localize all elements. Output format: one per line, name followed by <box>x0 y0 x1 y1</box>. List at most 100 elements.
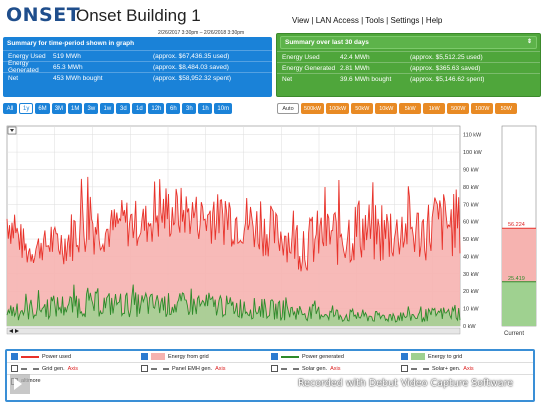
scale-50kw-button[interactable]: 50kW <box>351 103 374 114</box>
range-all-button[interactable]: All <box>3 103 17 114</box>
y-tick-label: 100 kW <box>463 150 482 156</box>
checkbox[interactable] <box>11 353 18 360</box>
y-tick-label: 90 kW <box>463 167 479 173</box>
scroll-right-icon[interactable] <box>15 329 19 333</box>
onset-logo: ONSET <box>6 4 81 26</box>
range-1d-button[interactable]: 1d <box>132 103 147 114</box>
range-3h-button[interactable]: 3h <box>182 103 197 114</box>
current-gen-bar <box>502 281 536 326</box>
summary-30-title: Summary over last 30 days <box>285 39 369 46</box>
scale-100w-button[interactable]: 100W <box>471 103 494 114</box>
power-generated-line <box>6 284 461 323</box>
y-tick-label: 0 kW <box>463 324 476 330</box>
top-menu: View | LAN Access | Tools | Settings | H… <box>292 16 443 25</box>
legend-label: Grid gen. <box>42 365 65 372</box>
legend-item-energy-from-grid[interactable]: Energy from grid <box>137 353 267 360</box>
legend-item-panel-emh-gen[interactable]: Panel EMH gen. Axis <box>137 365 267 372</box>
date-range: 2/26/2017 3:30pm – 2/26/2018 3:30pm <box>158 30 245 36</box>
watermark-text: Recorded with Debut Video Capture Softwa… <box>298 378 514 389</box>
legend-label: Power generated <box>302 353 344 360</box>
power-chart[interactable]: 0 kW 10 kW 20 kW 30 kW 40 kW 50 kW 60 kW 70 kW 8… <box>5 124 543 339</box>
checkbox[interactable] <box>11 365 18 372</box>
summary-30-panel: Summary over last 30 days ⇕ Energy Used … <box>276 33 541 97</box>
summary-row: Energy Generated 65.3 MWh (approx. $8,48… <box>3 60 272 74</box>
box-swatch-icon <box>411 353 425 360</box>
legend-panel: Power used Energy from grid Power genera… <box>5 349 535 402</box>
legend-item-energy-to-grid[interactable]: Energy to grid <box>397 353 527 360</box>
menu-tools[interactable]: Tools <box>365 16 384 25</box>
scale-50w-button[interactable]: 50W <box>495 103 518 114</box>
range-1w-button[interactable]: 1w <box>100 103 115 114</box>
current-gen-value: 25.419 <box>508 276 525 282</box>
range-3d-button[interactable]: 3d <box>116 103 131 114</box>
scale-1kw-button[interactable]: 1kW <box>423 103 446 114</box>
scale-5kw-button[interactable]: 5kW <box>399 103 422 114</box>
y-tick-label: 70 kW <box>463 202 479 208</box>
legend-item-grid-gen[interactable]: Grid gen. Axis <box>7 365 137 372</box>
summary-value: 39.6 MWh bought <box>340 75 392 83</box>
current-used-value: 56.224 <box>508 222 525 228</box>
legend-item-solar-gen[interactable]: Solar gen. Axis <box>267 365 397 372</box>
axis-select[interactable]: Axis <box>67 365 79 372</box>
box-swatch-icon <box>151 353 165 360</box>
summary-label: Energy Used <box>282 53 320 61</box>
range-1h-button[interactable]: 1h <box>198 103 213 114</box>
summary-row: Net 39.6 MWh bought (approx. $5,146.62 s… <box>277 73 540 84</box>
y-tick-label: 40 kW <box>463 254 479 260</box>
summary-row: Energy Generated 2.81 MWh (approx. $365.… <box>277 62 540 73</box>
scale-100kw-button[interactable]: 100kW <box>326 103 350 114</box>
range-10m-button[interactable]: 10m <box>214 103 233 114</box>
summary-value: 453 MWh bought <box>53 74 103 82</box>
checkbox[interactable] <box>401 353 408 360</box>
summary-note: (approx. $5,512.25 used) <box>410 53 483 61</box>
legend-row: Grid gen. Axis Panel EMH gen. Axis Solar… <box>7 363 533 375</box>
checkbox[interactable] <box>141 365 148 372</box>
checkbox[interactable] <box>401 365 408 372</box>
range-6m-button[interactable]: 6M <box>35 103 50 114</box>
summary-label: Net <box>282 75 293 83</box>
summary-30-dropdown[interactable]: Summary over last 30 days ⇕ <box>280 36 537 49</box>
summary-value: 2.81 MWh <box>340 64 370 72</box>
range-3m-button[interactable]: 3M <box>51 103 67 114</box>
legend-item-solar-plus-gen[interactable]: Solar+ gen. Axis <box>397 365 527 372</box>
current-label: Current <box>504 331 524 337</box>
building-title: Onset Building 1 <box>76 6 201 25</box>
summary-note: (approx. $5,146.62 spent) <box>410 75 485 83</box>
range-6h-button[interactable]: 6h <box>166 103 181 114</box>
dash-swatch-icon <box>21 367 39 370</box>
scroll-left-icon[interactable] <box>9 329 13 333</box>
axis-select[interactable]: Axis <box>330 365 341 372</box>
menu-view[interactable]: View <box>292 16 310 25</box>
scroll-bar[interactable] <box>6 327 461 335</box>
checkbox[interactable] <box>271 353 278 360</box>
legend-label: Power used <box>42 353 72 360</box>
checkbox[interactable] <box>141 353 148 360</box>
scale-bar: Auto 500kW 100kW 50kW 10kW 5kW 1kW 500W … <box>277 103 518 114</box>
range-12h-button[interactable]: 12h <box>148 103 165 114</box>
axis-select[interactable]: Axis <box>215 365 226 372</box>
scale-500w-button[interactable]: 500W <box>447 103 470 114</box>
range-3w-button[interactable]: 3w <box>84 103 99 114</box>
menu-help[interactable]: Help <box>425 16 443 25</box>
legend-item-power-used[interactable]: Power used <box>7 353 137 360</box>
summary-label: Net <box>8 74 19 82</box>
menu-lan-access[interactable]: LAN Access <box>315 16 359 25</box>
debut-logo-icon <box>10 374 30 394</box>
time-range-bar: All 1y 6M 3M 1M 3w 1w 3d 1d 12h 6h 3h 1h… <box>3 103 233 114</box>
power-used-line <box>6 176 461 272</box>
range-1m-button[interactable]: 1M <box>68 103 83 114</box>
chevron-down-icon <box>10 129 14 132</box>
summary-value: 65.3 MWh <box>53 63 83 71</box>
legend-item-power-generated[interactable]: Power generated <box>267 353 397 360</box>
checkbox[interactable] <box>271 365 278 372</box>
power-chart-svg[interactable]: 0 kW 10 kW 20 kW 30 kW 40 kW 50 kW 60 kW 70 kW 8… <box>5 124 543 339</box>
energy-to-grid-area <box>7 284 460 326</box>
scale-10kw-button[interactable]: 10kW <box>375 103 398 114</box>
summary-note: (approx. $67,436.35 used) <box>153 52 230 60</box>
range-1y-button[interactable]: 1y <box>19 103 34 114</box>
scale-auto-button[interactable]: Auto <box>277 103 299 114</box>
scale-500kw-button[interactable]: 500kW <box>301 103 325 114</box>
axis-select[interactable]: Axis <box>463 365 474 372</box>
summary-row: Net 453 MWh bought (approx. $58,952.32 s… <box>3 72 272 83</box>
menu-settings[interactable]: Settings <box>390 16 420 25</box>
